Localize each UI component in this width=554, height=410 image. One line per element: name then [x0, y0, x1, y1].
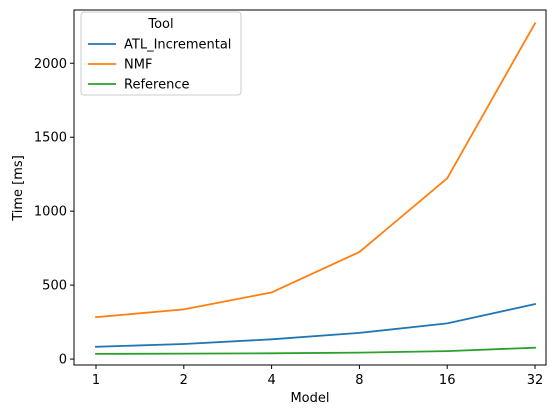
x-tick-label: 4	[267, 373, 275, 388]
x-tick-label: 16	[439, 373, 456, 388]
y-axis: 0 500 1000 1500 2000	[34, 57, 74, 368]
y-tick-label: 1500	[34, 131, 67, 146]
x-tick-label: 32	[527, 373, 544, 388]
x-axis: 1 2 4 8 16 32	[92, 365, 543, 388]
y-tick-label: 2000	[34, 57, 67, 72]
y-axis-label: Time [ms]	[11, 155, 26, 222]
legend: Tool ATL_Incremental NMF Reference	[80, 11, 242, 96]
series-line-reference	[95, 346, 536, 355]
x-tick-label: 2	[180, 373, 188, 388]
x-tick-label: 8	[355, 373, 363, 388]
x-tick-label: 1	[92, 373, 100, 388]
y-tick-label: 500	[42, 279, 67, 294]
series-layer	[95, 22, 537, 355]
y-tick-label: 0	[59, 353, 67, 368]
legend-title: Tool	[147, 17, 173, 32]
series-line-atl-incremental	[95, 303, 537, 348]
y-tick-label: 1000	[34, 205, 67, 220]
legend-label: NMF	[124, 58, 152, 73]
legend-box	[80, 11, 242, 96]
legend-label: Reference	[124, 78, 189, 93]
series-line-nmf	[95, 22, 537, 319]
legend-label: ATL_Incremental	[124, 38, 231, 53]
plot-frame	[73, 9, 547, 366]
x-axis-label: Model	[290, 391, 329, 406]
